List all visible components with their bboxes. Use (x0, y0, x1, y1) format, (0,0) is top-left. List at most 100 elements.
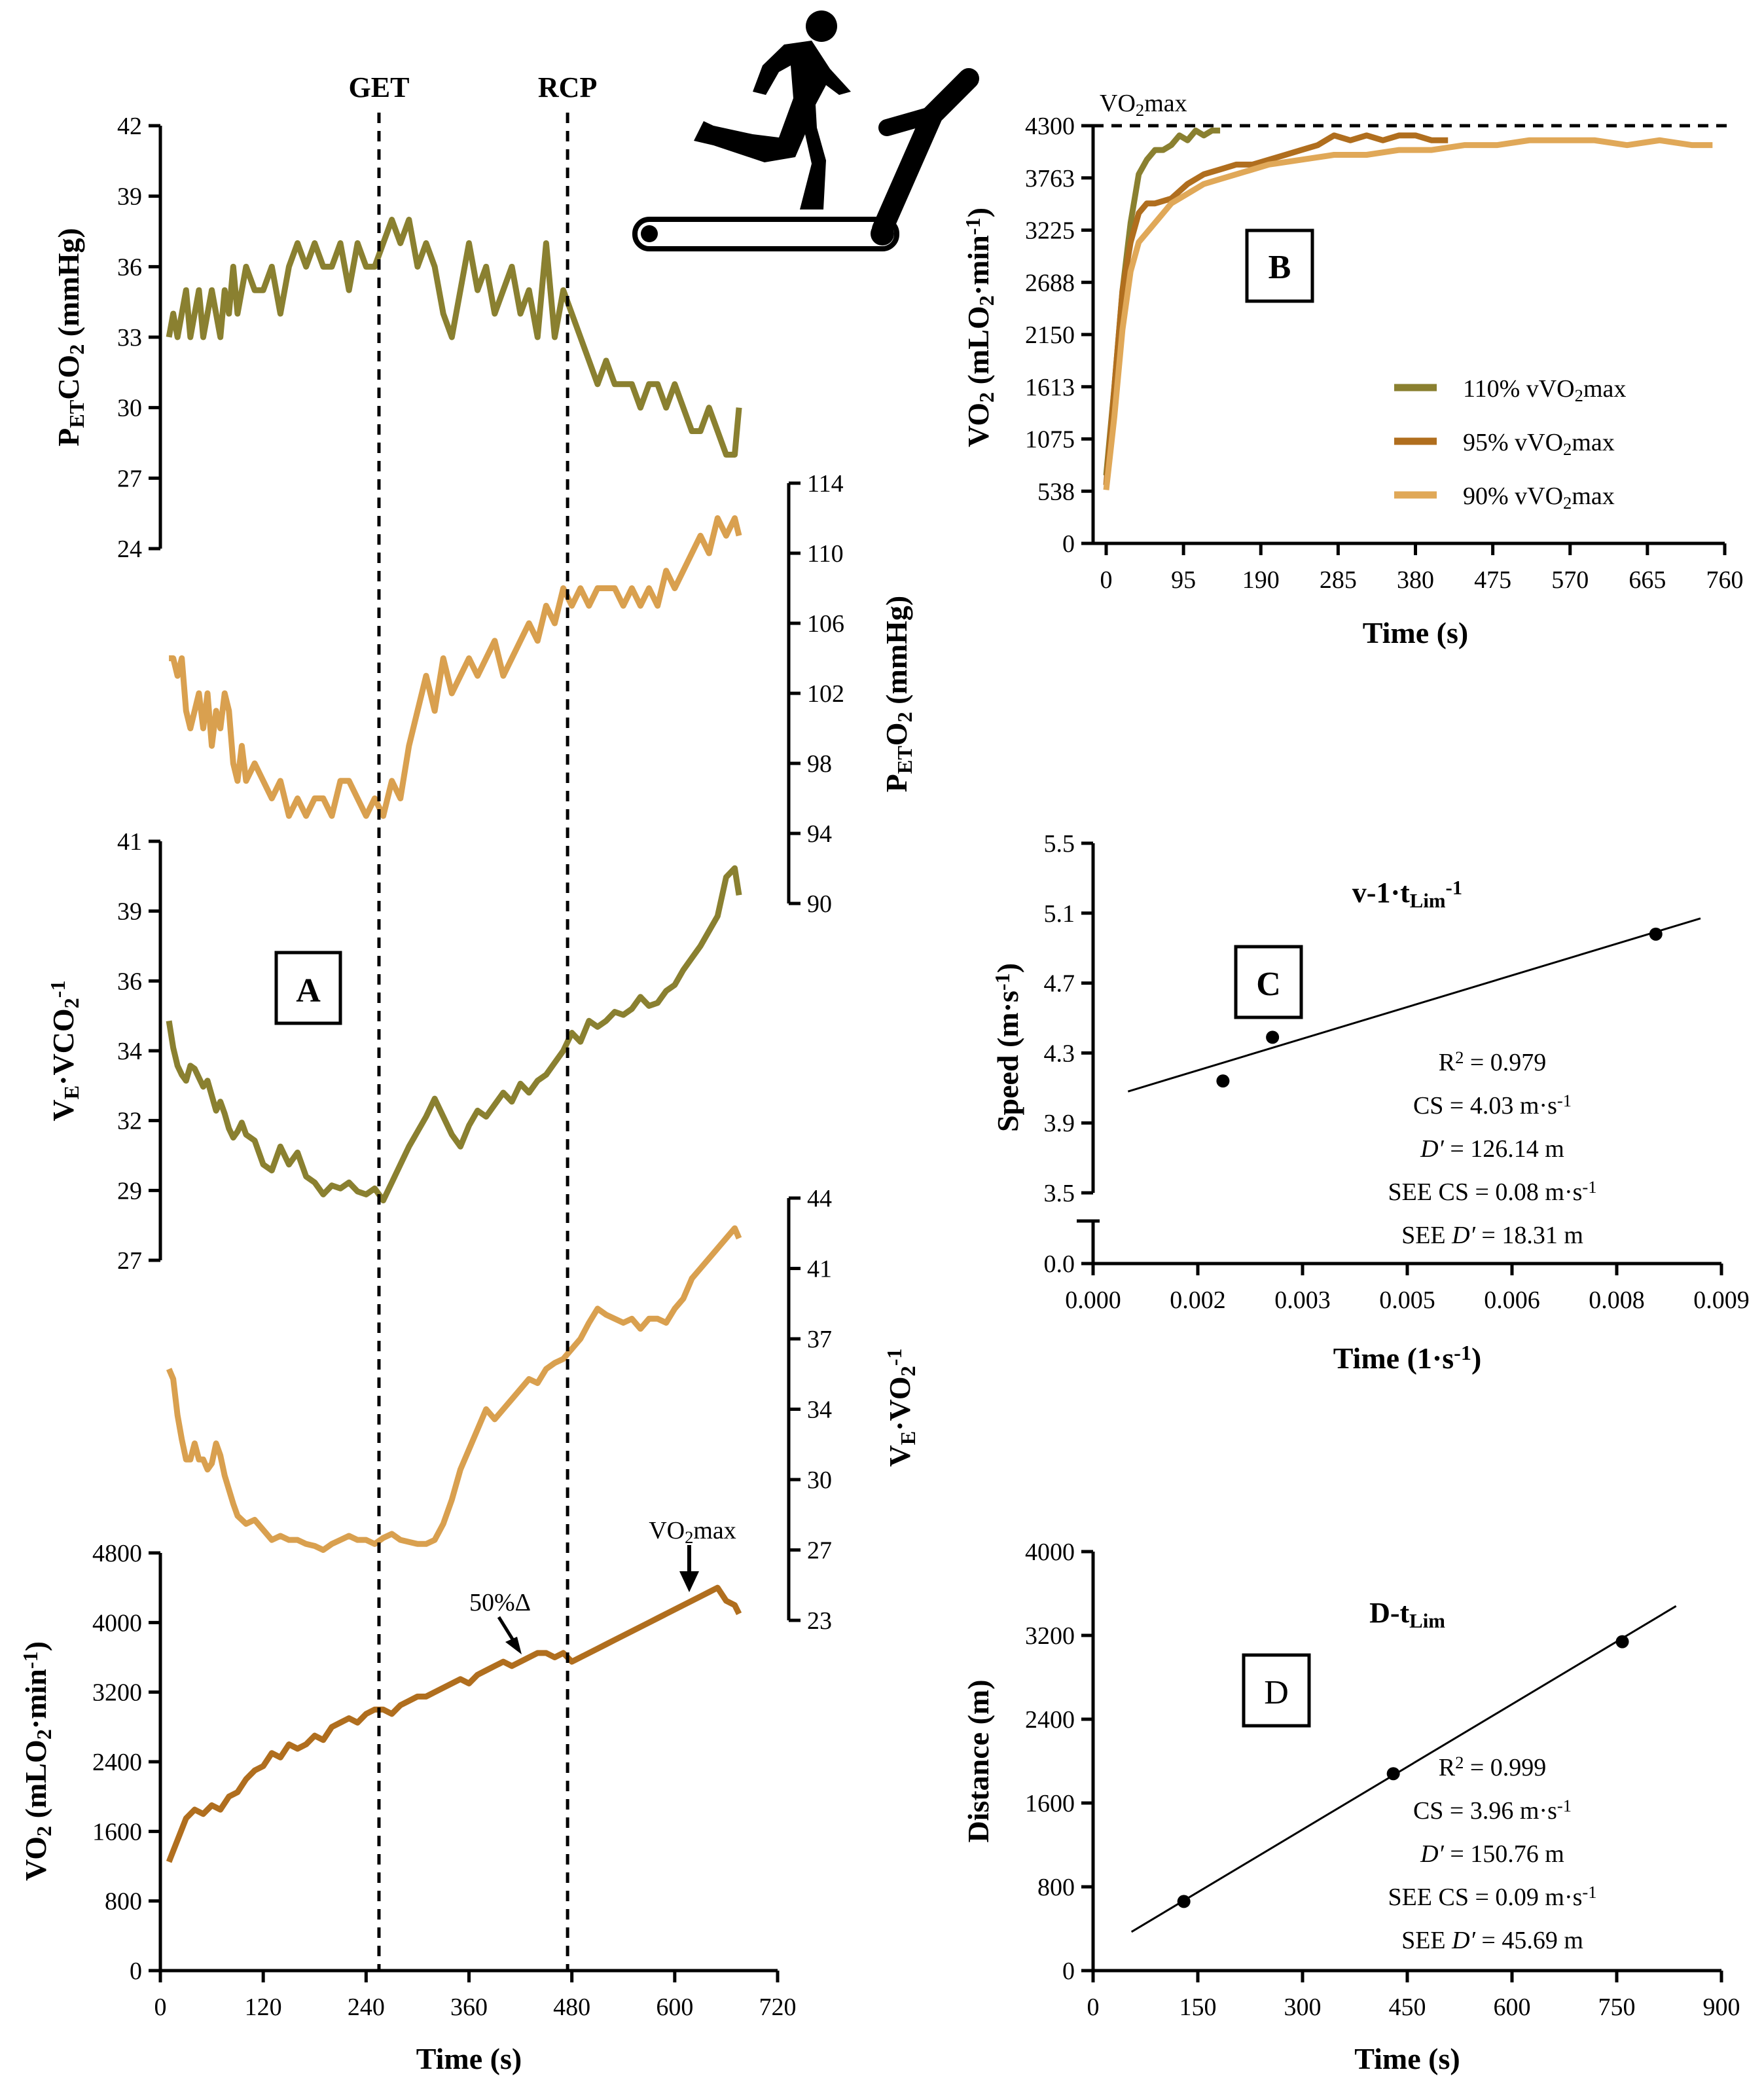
stat-line: R2 = 0.979 (1439, 1048, 1547, 1076)
data-point (1216, 1074, 1230, 1088)
y-tick-label: 538 (1037, 478, 1075, 505)
stat-line: SEE CS = 0.08 m·s-1 (1388, 1177, 1596, 1206)
y-tick-label: 98 (807, 750, 832, 778)
y-tick-label: 33 (117, 324, 142, 352)
chart-title: D-tLim (1369, 1597, 1445, 1632)
panel-b: 0 538 1075 1613 2150 2688 3225 3763 4300 0 95 190 28… (961, 90, 1743, 649)
legend-label: 90% vVO2max (1463, 483, 1615, 513)
x-tick-label: 570 (1551, 566, 1589, 594)
x-axis-title: Time (s) (416, 2042, 522, 2075)
y-tick-label: 4800 (92, 1540, 142, 1567)
y-tick-label: 0.0 (1044, 1250, 1075, 1278)
y-tick-label: 30 (807, 1466, 832, 1494)
x-tick-label: 95 (1171, 566, 1196, 594)
subplot-ve-vco2: 27 29 32 34 36 39 41 (117, 828, 742, 1275)
x-tick-label: 0.008 (1589, 1286, 1645, 1314)
stat-line: SEE CS = 0.09 m·s-1 (1388, 1882, 1596, 1911)
series-line-vo2 (166, 1584, 742, 1863)
x-tick-label: 0.006 (1484, 1286, 1540, 1314)
y-tick-label: 2688 (1025, 269, 1075, 297)
y-tick-label: 0 (1062, 1958, 1075, 1985)
x-tick-label: 475 (1474, 566, 1511, 594)
y-tick-label: 36 (117, 253, 142, 281)
y-tick-label: 27 (117, 1247, 142, 1275)
y-tick-label: 2400 (1025, 1706, 1075, 1734)
regression-line (1130, 1605, 1677, 1933)
y-tick-label: 2150 (1025, 321, 1075, 349)
y-tick-label: 1600 (92, 1818, 142, 1846)
x-axis-title: Time (s) (1354, 2042, 1460, 2075)
series-line-peto2 (169, 515, 742, 819)
x-tick-label: 900 (1703, 1994, 1740, 2021)
x-axis-title: Time (1·s-1) (1333, 1341, 1482, 1375)
y-tick-label: 90 (807, 890, 832, 918)
x-tick-label: 0.000 (1065, 1286, 1121, 1314)
y-tick-label: 32 (117, 1108, 142, 1135)
y-tick-label: 30 (117, 395, 142, 422)
y-tick-label: 800 (1037, 1874, 1075, 1901)
y-tick-label: 41 (117, 828, 142, 856)
y-tick-label: 0 (130, 1958, 142, 1985)
series-line-ve-vo2 (166, 1225, 742, 1553)
panel-b-label: B (1269, 249, 1291, 286)
x-tick-label: 380 (1397, 566, 1434, 594)
stat-line: D′ = 150.76 m (1420, 1840, 1564, 1868)
x-tick-label: 300 (1284, 1994, 1322, 2021)
vo2max-reference-label: VO2max (1100, 90, 1187, 120)
panel-a-box (274, 951, 342, 1025)
arrowhead-vo2max (679, 1571, 699, 1592)
x-tick-label: 720 (759, 1994, 797, 2021)
series-line-petco2 (166, 217, 742, 458)
panel-d-box (1242, 1653, 1311, 1728)
data-point (1386, 1767, 1400, 1781)
y-axis-title: VO2 (mLO2·min-1) (961, 208, 998, 447)
runner-on-treadmill-icon (632, 10, 979, 251)
x-tick-label: 750 (1598, 1994, 1636, 2021)
series-line (1103, 132, 1449, 486)
annotation-50-delta: 50%Δ (469, 1589, 531, 1616)
chart-title: v-1·tLim-1 (1352, 877, 1462, 912)
y-tick-label: 39 (117, 898, 142, 926)
x-tick-label: 600 (656, 1994, 693, 2021)
ylabel-vevco2: VE·VCO2-1 (46, 980, 83, 1121)
y-tick-label: 3.9 (1044, 1110, 1075, 1137)
y-tick-label: 2400 (92, 1749, 142, 1776)
rcp-label: RCP (538, 71, 597, 103)
y-tick-label: 102 (807, 680, 844, 708)
y-tick-label: 4000 (92, 1609, 142, 1637)
x-tick-label: 360 (450, 1994, 488, 2021)
y-tick-label: 800 (105, 1888, 142, 1916)
x-tick-label: 665 (1629, 566, 1666, 594)
stat-line: R2 = 0.999 (1439, 1753, 1547, 1781)
series-line (1103, 137, 1713, 490)
x-tick-label: 0.009 (1693, 1286, 1750, 1314)
x-tick-label: 285 (1320, 566, 1357, 594)
panel-d: 0 800 1600 2400 3200 4000 0 150 300 450 600 750 900 T… (962, 1539, 1740, 2075)
ylabel-peto2: PETO2 (mmHg) (880, 596, 916, 793)
y-tick-label: 24 (117, 536, 142, 563)
ylabel-vo2: VO2 (mLO2·min-1) (18, 1641, 56, 1881)
panel-b-box (1245, 228, 1314, 303)
data-point (1615, 1635, 1629, 1649)
subplot-peto2: 90 94 98 102 106 110 114 (169, 470, 844, 918)
panel-a: 24 27 30 33 36 39 42 90 94 98 102 106 110 114 27 29 32 34… (18, 71, 920, 2075)
stat-line: SEE D′ = 18.31 m (1401, 1222, 1583, 1249)
ylabel-petco2: PETCO2 (mmHg) (52, 228, 88, 446)
ylabel-vevo2: VE·VO2-1 (882, 1348, 920, 1466)
legend-label: 110% vVO2max (1463, 375, 1626, 405)
y-tick-label: 3225 (1025, 217, 1075, 245)
y-tick-label: 4.7 (1044, 970, 1075, 998)
y-tick-label: 110 (807, 540, 844, 568)
x-tick-label: 0.003 (1274, 1286, 1331, 1314)
x-tick-label: 0 (154, 1994, 167, 2021)
x-axis-a: 0 120 240 360 480 600 720 Time (s) (154, 1969, 797, 2075)
y-tick-label: 4000 (1025, 1539, 1075, 1566)
x-tick-label: 480 (553, 1994, 590, 2021)
y-tick-label: 37 (807, 1326, 832, 1353)
series-line-ve-vco2 (166, 865, 742, 1204)
arrowhead-50-delta (505, 1637, 522, 1654)
annotation-vo2max: VO2max (649, 1517, 736, 1547)
data-point (1266, 1030, 1280, 1044)
y-tick-label: 27 (807, 1537, 832, 1565)
panel-a-label: A (296, 972, 321, 1010)
